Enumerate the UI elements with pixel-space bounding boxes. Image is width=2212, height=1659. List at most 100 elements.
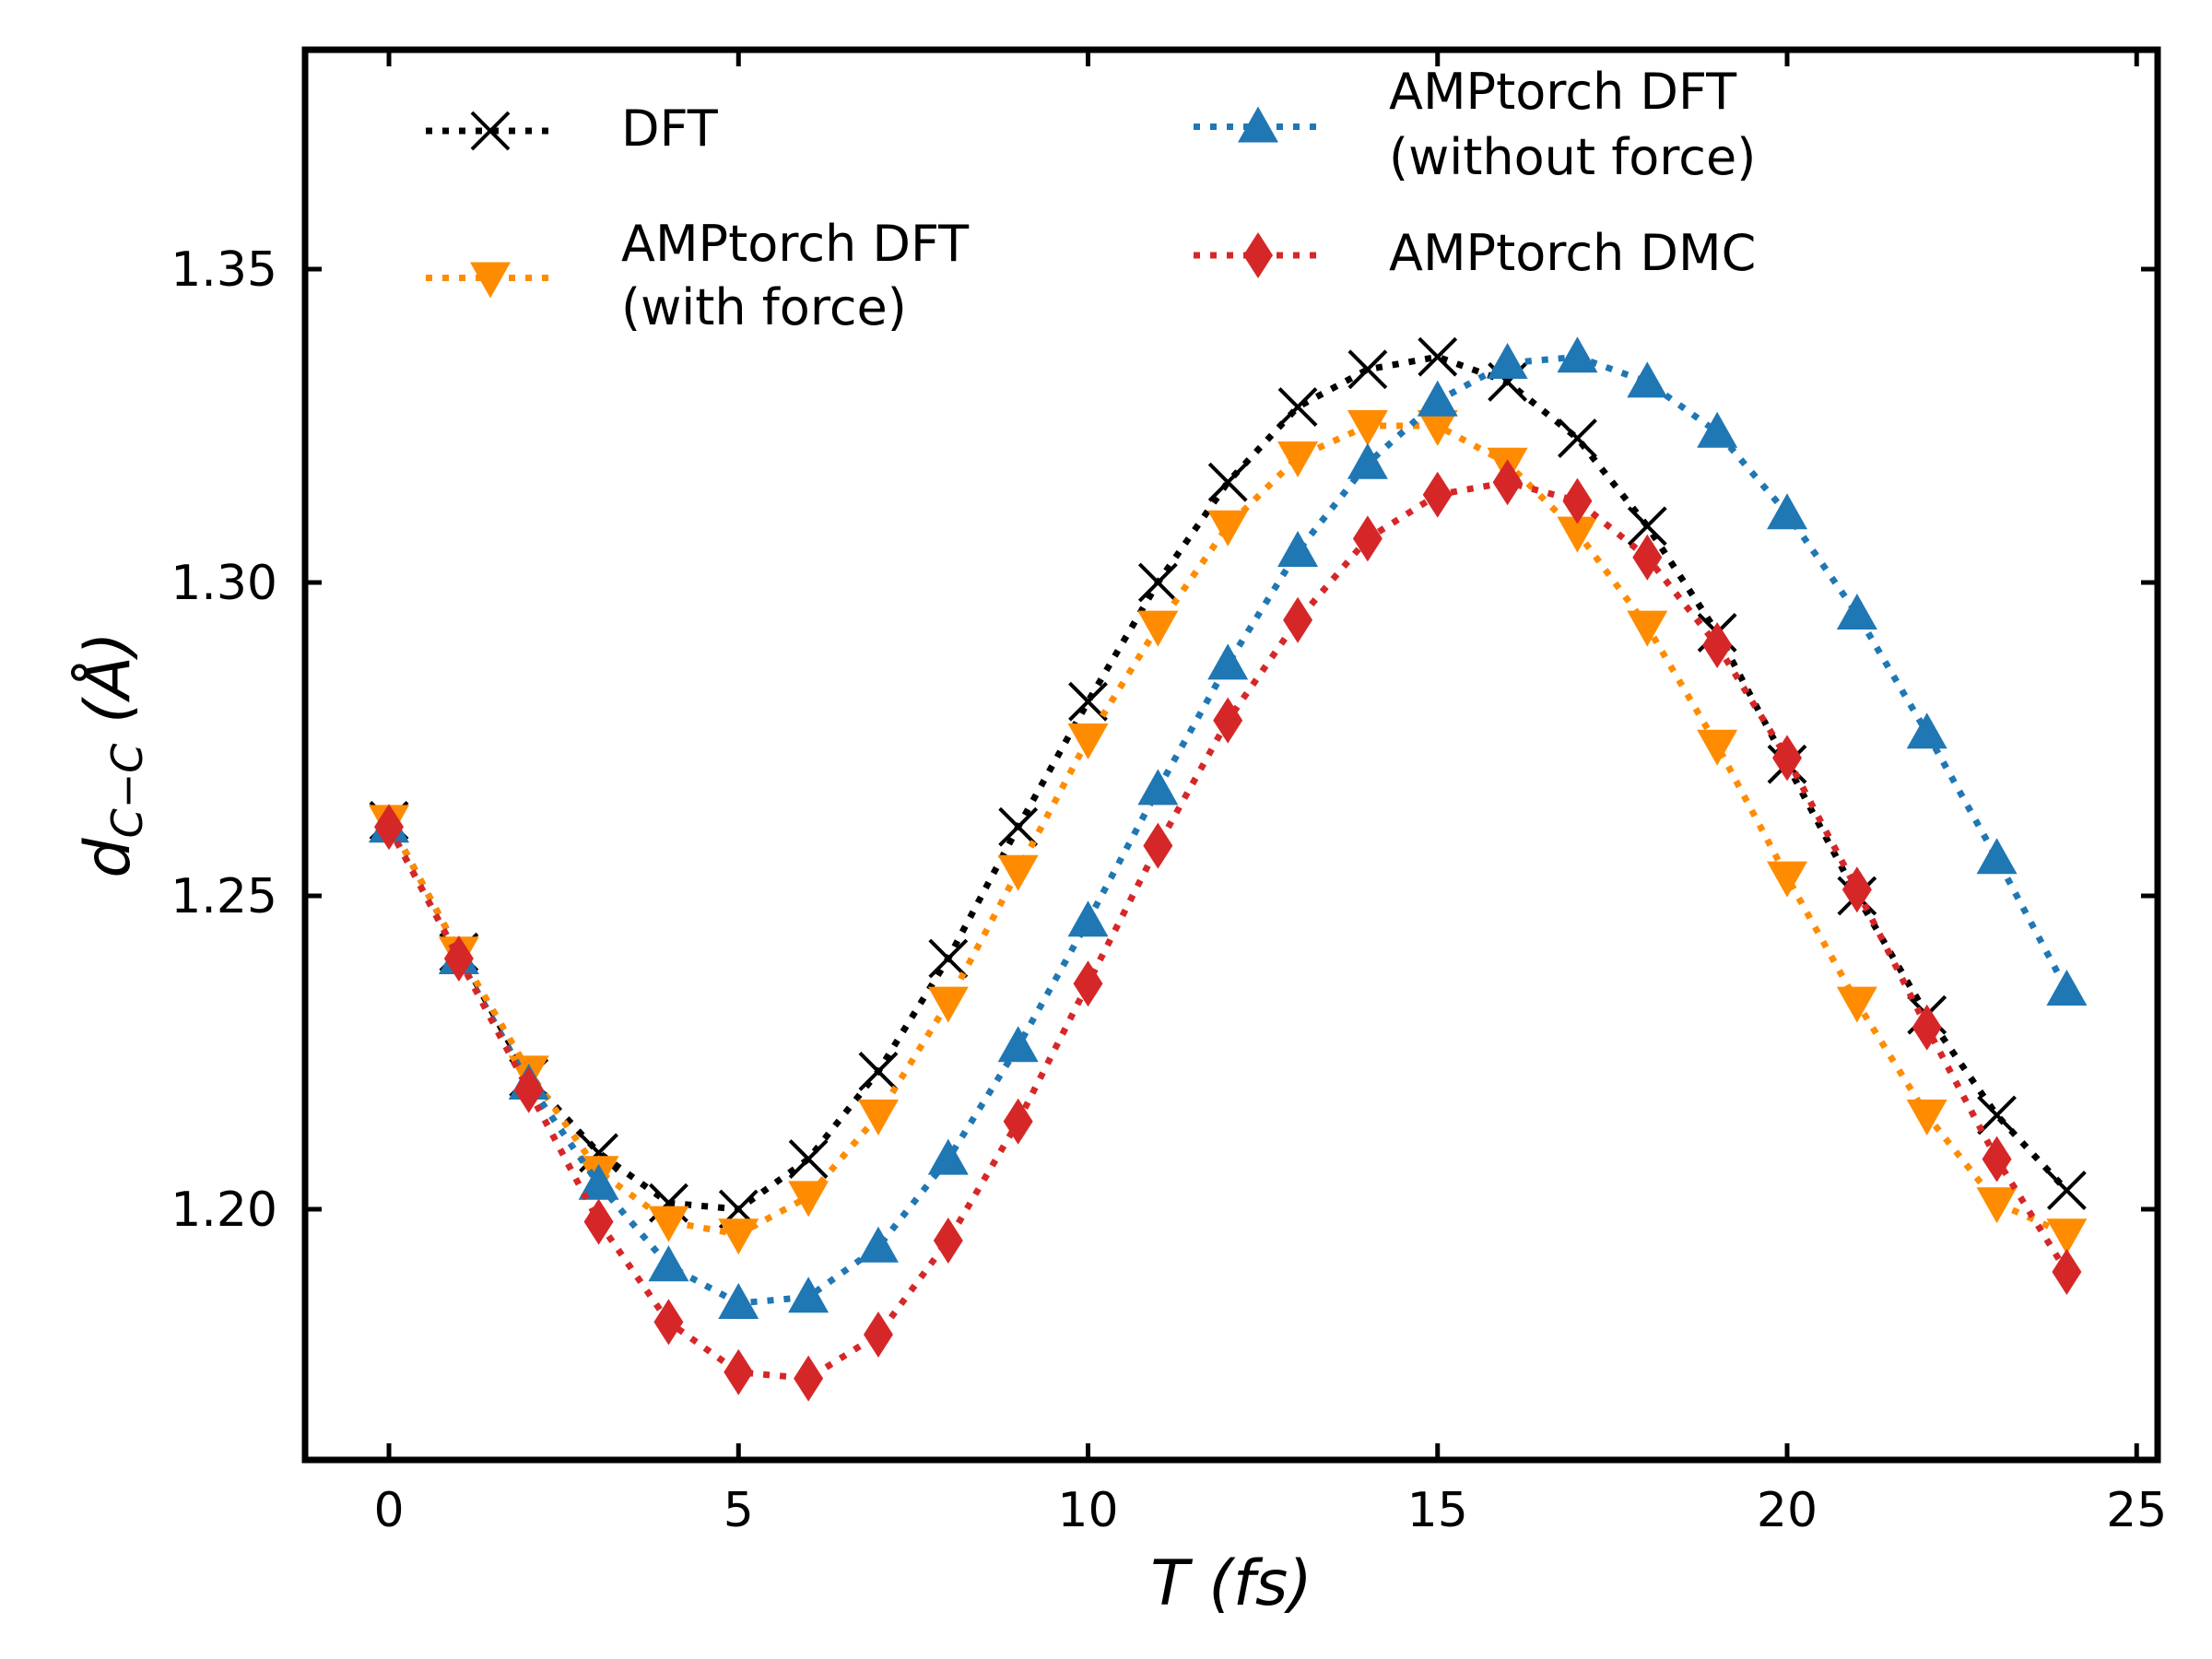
data-point	[2046, 1218, 2088, 1255]
data-point	[583, 1198, 614, 1245]
data-point	[1906, 712, 1947, 749]
x-tick-label: 25	[2106, 1483, 2167, 1538]
y-tick-label: 1.30	[171, 556, 277, 611]
data-point	[1841, 866, 1872, 913]
data-point	[1702, 622, 1733, 668]
data-point	[1137, 562, 1178, 603]
data-point	[927, 986, 969, 1023]
data-point	[1557, 516, 1598, 553]
data-point	[1418, 336, 1458, 377]
x-tick-label: 5	[724, 1483, 754, 1538]
data-point	[578, 1163, 619, 1200]
data-point	[513, 1066, 544, 1113]
data-point	[648, 1206, 689, 1242]
data-point	[857, 1226, 899, 1263]
x-axis-label: T (fs)	[1150, 1547, 1312, 1620]
data-point	[788, 1277, 830, 1313]
data-point	[1767, 861, 1807, 898]
data-point	[1347, 349, 1388, 390]
data-point	[1277, 531, 1319, 567]
data-point	[927, 1138, 969, 1175]
data-point	[1417, 380, 1458, 417]
data-point	[653, 1299, 684, 1346]
data-point	[1067, 900, 1109, 937]
data-point	[1352, 515, 1382, 562]
data-point	[857, 1100, 899, 1135]
data-point	[1137, 610, 1179, 647]
data-point	[1632, 534, 1663, 581]
data-point	[788, 1181, 830, 1218]
data-point	[997, 854, 1039, 891]
data-point	[2046, 970, 2088, 1006]
data-point	[2046, 1171, 2087, 1211]
data-point	[997, 1026, 1039, 1063]
data-point	[1143, 822, 1173, 869]
data-point	[998, 806, 1039, 847]
data-point	[1772, 735, 1802, 782]
data-point	[1492, 459, 1523, 506]
legend-label: AMPtorch DFT	[621, 215, 970, 273]
data-point	[718, 1283, 759, 1319]
legend-marker	[1243, 232, 1273, 278]
data-point	[1767, 493, 1807, 530]
data-point	[1207, 510, 1249, 547]
data-point	[1558, 418, 1597, 459]
data-point	[374, 804, 405, 851]
plot-area	[369, 336, 2088, 1402]
data-point	[1207, 462, 1248, 502]
data-point	[788, 1139, 829, 1180]
legend-marker	[470, 111, 511, 151]
x-tick-label: 0	[373, 1483, 404, 1538]
data-point	[1976, 1187, 2018, 1224]
data-point	[1906, 1100, 1947, 1135]
data-point	[1277, 441, 1319, 477]
legend-label: (without force)	[1389, 128, 1756, 186]
legend-label: DFT	[621, 100, 719, 158]
data-point	[724, 1348, 754, 1395]
y-axis-label: dC−C (Å)	[70, 631, 152, 877]
data-point	[1213, 697, 1243, 744]
y-tick-label: 1.25	[171, 869, 277, 924]
x-tick-label: 20	[1757, 1483, 1818, 1538]
data-point	[718, 1218, 759, 1255]
data-point	[1562, 477, 1593, 524]
data-point	[1627, 506, 1667, 547]
data-point	[1627, 361, 1668, 398]
data-point	[2052, 1249, 2082, 1295]
data-point	[1137, 769, 1179, 806]
y-tick-label: 1.20	[171, 1182, 277, 1238]
data-point	[1277, 387, 1318, 428]
data-point	[443, 935, 474, 982]
data-point	[1283, 596, 1313, 643]
data-point	[1067, 724, 1109, 759]
data-point	[1557, 336, 1598, 373]
data-point	[1977, 1095, 2017, 1135]
data-point	[1487, 343, 1528, 379]
data-point	[1422, 471, 1453, 518]
data-point	[1347, 410, 1388, 446]
data-point	[1976, 838, 2018, 875]
data-point	[1627, 610, 1668, 647]
legend-marker	[470, 262, 511, 299]
x-tick-label: 10	[1057, 1483, 1118, 1538]
series-line-2	[385, 353, 2070, 1307]
data-point	[1207, 643, 1249, 680]
data-point	[1836, 594, 1877, 629]
y-tick-label: 1.35	[171, 242, 277, 298]
data-point	[863, 1312, 893, 1358]
legend-label: (with force)	[621, 278, 907, 336]
data-point	[794, 1355, 824, 1402]
legend-label: AMPtorch DFT	[1389, 63, 1737, 121]
legend-marker	[1238, 106, 1278, 143]
data-point	[648, 1245, 689, 1282]
data-point	[1073, 960, 1103, 1007]
legend-label: AMPtorch DMC	[1389, 224, 1756, 282]
data-point	[933, 1218, 963, 1264]
data-point	[1417, 410, 1458, 446]
data-point	[1697, 729, 1738, 766]
x-tick-label: 15	[1407, 1483, 1468, 1538]
plot-frame	[301, 46, 2161, 1464]
axis-ticks: 0 5 10 15 20 25 1.20 1.25 1.30 1.35	[171, 50, 2167, 1538]
